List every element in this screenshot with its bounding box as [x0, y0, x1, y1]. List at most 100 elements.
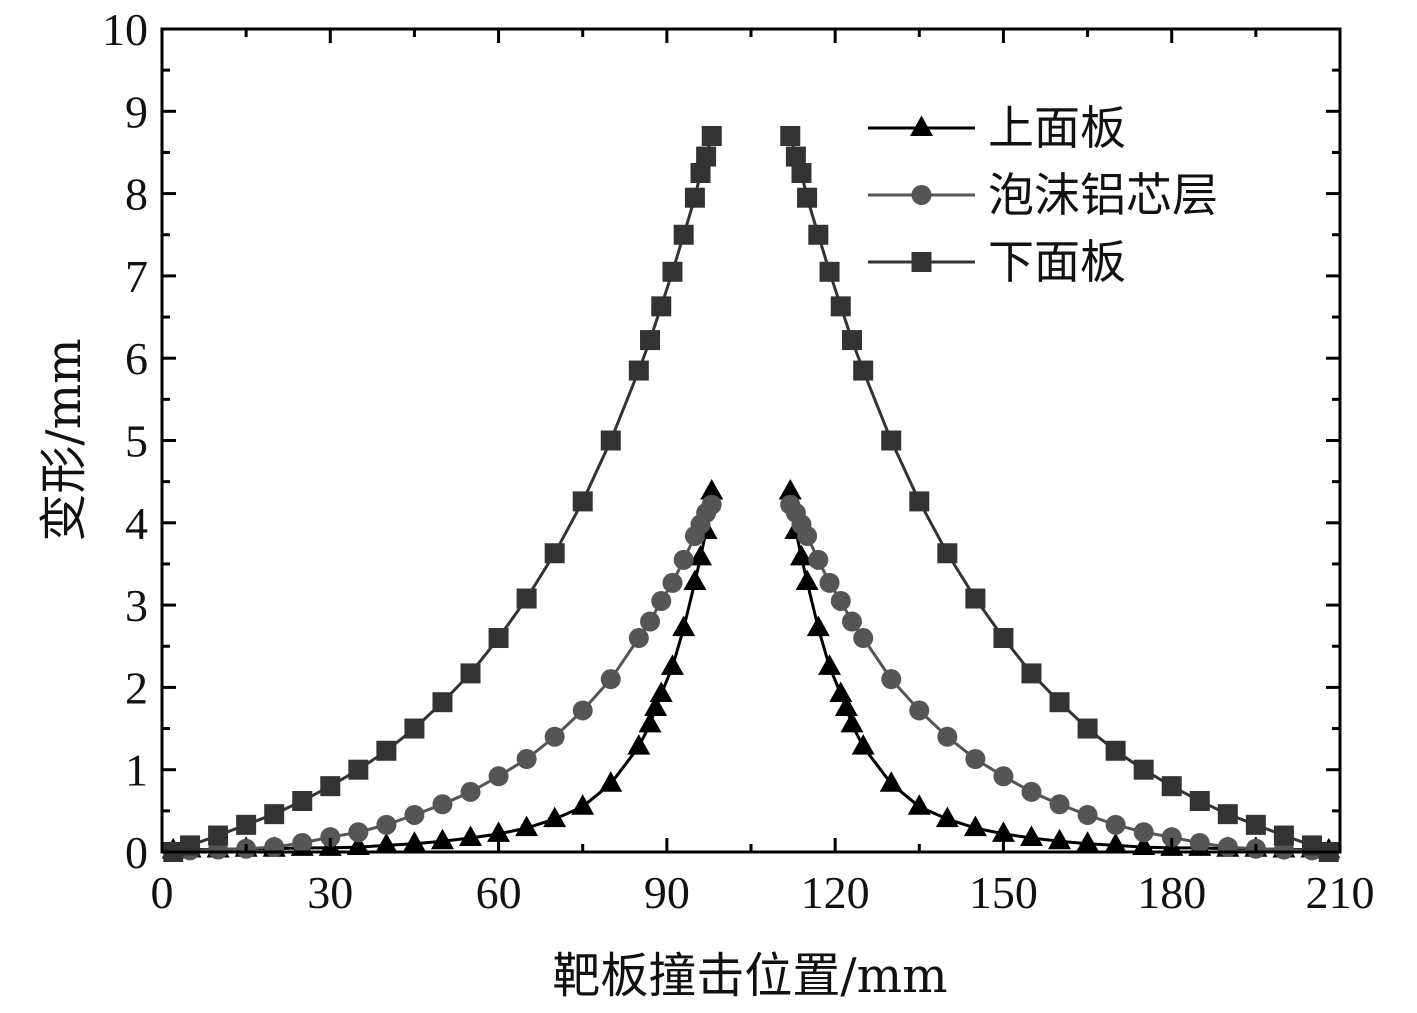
data-point-circle [516, 749, 537, 770]
data-point-triangle [638, 711, 662, 733]
data-point-square [841, 330, 862, 351]
x-axis-label: 靶板撞击位置/mm [552, 948, 947, 1004]
y-tick-label: 6 [125, 333, 148, 384]
data-point-square [348, 759, 369, 780]
data-point-triangle [795, 569, 819, 591]
data-point-circle [808, 549, 829, 570]
data-point-square [264, 804, 285, 825]
legend-entry: 泡沫铝芯层 [868, 168, 1218, 222]
data-point-square [236, 814, 257, 835]
data-point-square [696, 146, 717, 167]
y-tick-label: 10 [102, 4, 148, 55]
y-axis-label: 变形/mm [36, 338, 92, 541]
data-point-square [640, 330, 661, 351]
data-point-triangle [778, 479, 802, 500]
series-line-left [172, 135, 714, 854]
data-point-square [808, 224, 829, 245]
data-point-circle [1049, 794, 1070, 815]
data-point-triangle [1048, 828, 1072, 850]
data-point-circle [320, 827, 341, 848]
x-tick-label: 0 [151, 867, 174, 918]
data-point-circle [628, 628, 649, 649]
data-point-square [516, 588, 537, 609]
data-point-triangle [818, 654, 842, 675]
data-point-triangle [879, 771, 903, 792]
x-tick-label: 150 [969, 867, 1038, 918]
data-point-circle [701, 494, 722, 515]
data-point-square [600, 430, 621, 451]
data-point-triangle [515, 815, 539, 837]
data-point-square [830, 296, 851, 317]
data-point-triangle [851, 734, 875, 755]
data-point-circle [1077, 804, 1098, 825]
data-point-circle [853, 628, 874, 649]
data-point-circle [376, 814, 397, 835]
series-triangle [161, 479, 1341, 859]
data-point-circle [1161, 827, 1182, 848]
data-point-triangle [644, 695, 668, 716]
data-point-circle [830, 590, 851, 611]
data-point-circle [797, 525, 818, 546]
y-tick-label: 0 [125, 827, 148, 878]
legend-label: 下面板 [988, 235, 1126, 289]
legend-marker-circle [911, 185, 932, 205]
data-point-square [1021, 663, 1042, 684]
data-point-circle [673, 549, 694, 570]
data-point-square [853, 360, 874, 381]
y-tick-label: 7 [125, 251, 148, 302]
data-point-triangle [660, 654, 684, 675]
data-point-circle [1189, 832, 1210, 853]
data-point-circle [404, 804, 425, 825]
data-point-square [1273, 825, 1294, 846]
data-point-square [432, 692, 453, 713]
data-point-circle [1021, 781, 1042, 802]
x-tick-label: 30 [307, 867, 353, 918]
data-point-triangle [1019, 825, 1043, 847]
data-point-square [1245, 814, 1266, 835]
data-point-square [780, 125, 801, 146]
data-point-triangle [459, 825, 483, 847]
data-point-square [785, 146, 806, 167]
legend-entry: 上面板 [868, 101, 1126, 155]
x-tick-label: 210 [1306, 867, 1375, 918]
data-point-circle [993, 766, 1014, 787]
data-point-triangle [935, 806, 959, 828]
data-point-triangle [627, 734, 651, 755]
data-point-circle [651, 590, 672, 611]
data-point-circle [937, 726, 958, 747]
data-point-triangle [683, 569, 707, 591]
data-point-square [690, 163, 711, 184]
y-tick-label: 2 [125, 662, 148, 713]
data-point-square [320, 776, 341, 797]
data-point-square [208, 825, 229, 846]
data-point-triangle [599, 771, 623, 792]
y-tick-label: 9 [125, 86, 148, 137]
data-point-triangle [789, 544, 813, 566]
data-point-square [701, 125, 722, 146]
axes: 0 30 60 90 120 150 180 210 0 1 2 3 4 5 6 7 8 9 10 [102, 4, 1375, 918]
data-point-square [180, 835, 201, 856]
y-tick-label: 1 [125, 745, 148, 796]
y-tick-label: 8 [125, 169, 148, 220]
data-point-square [544, 543, 565, 564]
data-point-triangle [430, 828, 454, 850]
data-point-square [376, 740, 397, 761]
data-point-square [819, 261, 840, 282]
data-point-triangle [672, 615, 696, 637]
data-point-triangle [991, 821, 1015, 842]
data-point-circle [488, 766, 509, 787]
data-point-circle [544, 726, 565, 747]
y-tick-label: 5 [125, 416, 148, 467]
data-point-circle [600, 669, 621, 690]
data-point-circle [662, 572, 683, 593]
data-point-triangle [700, 479, 724, 500]
data-point-square [909, 491, 930, 512]
data-point-triangle [806, 615, 830, 637]
data-point-circle [881, 669, 902, 690]
data-point-circle [909, 700, 930, 721]
data-point-square [1217, 804, 1238, 825]
data-point-triangle [1132, 834, 1156, 856]
data-point-square [1301, 835, 1322, 856]
data-point-triangle [374, 832, 398, 854]
